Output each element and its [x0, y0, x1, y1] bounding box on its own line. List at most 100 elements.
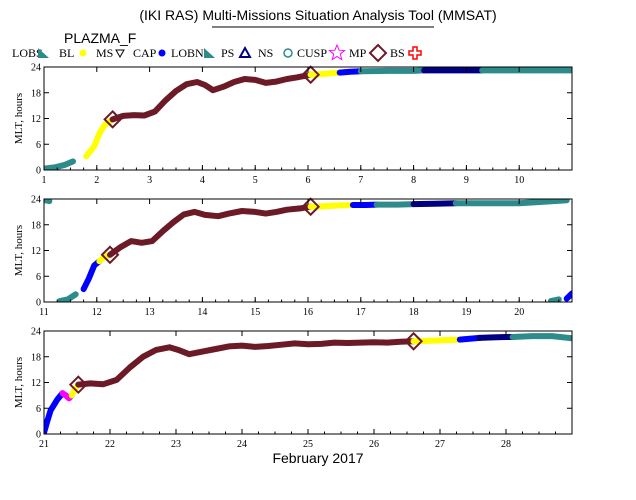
legend-label-mp: MP [349, 46, 367, 60]
y-tick-label: 6 [36, 404, 41, 415]
segment-lobn [357, 67, 428, 75]
panel-frame [43, 198, 573, 303]
legend-label-lobs: LOBS [12, 46, 43, 60]
legend-label-cusp: CUSP [297, 46, 327, 60]
y-axis-label: MLT, hours [13, 357, 25, 408]
legend-label-bl: BL [59, 46, 74, 60]
mission-name: PLAZMA_F [64, 30, 136, 46]
y-tick-label: 24 [31, 63, 41, 74]
legend-symbol-mp [368, 43, 388, 63]
legend-symbol-ns [283, 48, 293, 58]
segment-mp [107, 203, 314, 258]
legend-label-cap: CAP [133, 46, 157, 60]
segment-mp [109, 71, 314, 123]
y-tick-label: 0 [36, 298, 41, 309]
y-tick-label: 18 [31, 352, 41, 363]
x-tick-label: 14 [197, 307, 207, 318]
x-tick-label: 16 [303, 307, 313, 318]
series-group [44, 199, 572, 302]
segment-ps [476, 334, 516, 341]
x-tick-label: 15 [250, 307, 260, 318]
y-tick-label: 6 [36, 272, 41, 283]
segment-cap [563, 290, 572, 302]
x-tick-label: 23 [171, 439, 181, 450]
segment-lobn [373, 201, 417, 208]
segment-ps [410, 200, 459, 208]
panel-3: 21 22 23 24 25 26 27 28 0 6 12 18 24 MLT, hours [13, 327, 573, 450]
x-tick-label: 4 [200, 175, 205, 186]
x-tick-label: 17 [356, 307, 366, 318]
marker-mp [301, 197, 321, 217]
segment-lobs [547, 296, 562, 302]
y-axis-label: MLT, hours [13, 93, 25, 144]
legend: LOBS BL MS CAP LOBN PS NS CUSP MP BS [12, 43, 422, 63]
x-tick-label: 28 [501, 439, 511, 450]
segment-cap [80, 258, 103, 293]
x-tick-label: 5 [253, 175, 258, 186]
segment-lobn [509, 333, 572, 342]
series-group [44, 333, 572, 434]
x-tick-label: 20 [514, 307, 524, 318]
legend-label-bs: BS [390, 46, 405, 60]
x-tick-label: 22 [105, 439, 115, 450]
x-tick-label: 2 [94, 175, 99, 186]
x-tick-label: 12 [92, 307, 102, 318]
x-axis-title: February 2017 [272, 450, 363, 466]
x-tick-label: 21 [39, 439, 49, 450]
x-tick-label: 19 [461, 307, 471, 318]
x-tick-label: 1 [42, 175, 47, 186]
y-tick-label: 6 [36, 140, 41, 151]
y-axis-label: MLT, hours [13, 225, 25, 276]
x-tick-label: 13 [145, 307, 155, 318]
x-tick-label: 24 [237, 439, 247, 450]
x-tick-label: 7 [358, 175, 363, 186]
y-tick-label: 0 [36, 166, 41, 177]
segment-lobs [56, 291, 79, 302]
segment-cap [456, 334, 483, 343]
x-tick-label: 8 [411, 175, 416, 186]
x-tick-label: 3 [147, 175, 152, 186]
segment-cap [44, 390, 66, 434]
legend-label-ms: MS [96, 46, 113, 60]
y-tick-label: 18 [31, 88, 41, 99]
marker-mp [68, 375, 88, 395]
chart-title: (IKI RAS) Multi-Missions Situation Analy… [139, 7, 496, 23]
marker-mp [103, 109, 123, 129]
y-tick-label: 12 [31, 246, 41, 257]
panel-2: 11 12 13 14 15 16 17 18 19 20 0 6 12 18 24 MLT, hours [13, 195, 573, 318]
legend-symbol-bl [79, 49, 87, 57]
marker-mp [404, 331, 424, 351]
segment-mp [75, 338, 417, 388]
y-tick-label: 12 [31, 378, 41, 389]
y-tick-label: 18 [31, 220, 41, 231]
x-tick-label: 25 [303, 439, 313, 450]
x-tick-label: 27 [435, 439, 445, 450]
legend-label-ns: NS [258, 46, 273, 60]
y-tick-label: 0 [36, 430, 41, 441]
series-group [44, 67, 572, 170]
y-tick-label: 24 [31, 195, 41, 206]
segment-bl [83, 116, 116, 160]
segment-lobn [44, 199, 53, 205]
legend-symbol-bs [408, 46, 422, 60]
y-tick-label: 12 [31, 114, 41, 125]
segment-bl [307, 69, 343, 78]
legend-symbol-ps [238, 45, 252, 58]
x-tick-label: 18 [409, 307, 419, 318]
x-tick-label: 11 [39, 307, 49, 318]
segment-lobs [44, 158, 76, 170]
y-tick-label: 24 [31, 327, 41, 338]
marker-mp [301, 65, 321, 85]
segment-lobn [452, 199, 570, 207]
legend-symbol-lobn [204, 48, 215, 58]
segment-cap [336, 68, 364, 76]
legend-symbol-cusp [328, 43, 346, 61]
x-tick-label: 26 [369, 439, 379, 450]
legend-label-ps: PS [221, 46, 234, 60]
x-tick-label: 6 [306, 175, 311, 186]
x-tick-label: 9 [464, 175, 469, 186]
legend-label-lobn: LOBN [171, 46, 204, 60]
